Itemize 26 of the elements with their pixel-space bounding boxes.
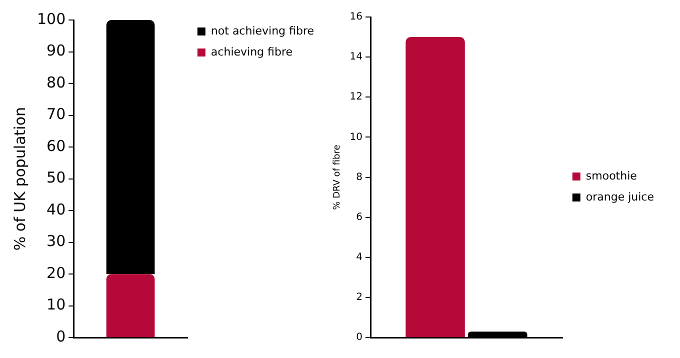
y-tick-label: 0 — [56, 327, 66, 346]
y-tick-label: 70 — [46, 105, 66, 124]
y-tick-label: 4 — [356, 252, 363, 264]
y-axis-title: % of UK population — [10, 106, 29, 251]
y-tick-label: 16 — [350, 12, 363, 23]
y-tick-label: 2 — [356, 292, 363, 304]
y-tick-label: 10 — [350, 132, 363, 143]
y-tick-label: 20 — [46, 264, 66, 282]
y-tick-label: 90 — [46, 42, 66, 60]
y-tick-label: 8 — [356, 172, 363, 183]
y-tick-label: 30 — [46, 232, 66, 250]
legend-label: smoothie — [586, 169, 638, 182]
legend-label: orange juice — [586, 190, 654, 204]
legend-label: not achieving fibre — [210, 24, 314, 38]
y-tick-label: 0 — [356, 332, 363, 344]
legend-label: achieving fibre — [210, 45, 293, 58]
y-tick-label: 12 — [350, 92, 363, 103]
y-tick-label: 14 — [350, 52, 363, 63]
y-axis-title: % DRV of fibre — [332, 144, 343, 210]
y-tick-label: 40 — [46, 200, 66, 218]
y-tick-label: 50 — [46, 168, 66, 187]
y-tick-label: 10 — [46, 296, 66, 314]
y-tick-label: 100 — [36, 10, 66, 28]
y-tick-label: 6 — [356, 212, 363, 223]
y-tick-label: 60 — [46, 136, 66, 155]
y-tick-label: 80 — [46, 73, 66, 92]
